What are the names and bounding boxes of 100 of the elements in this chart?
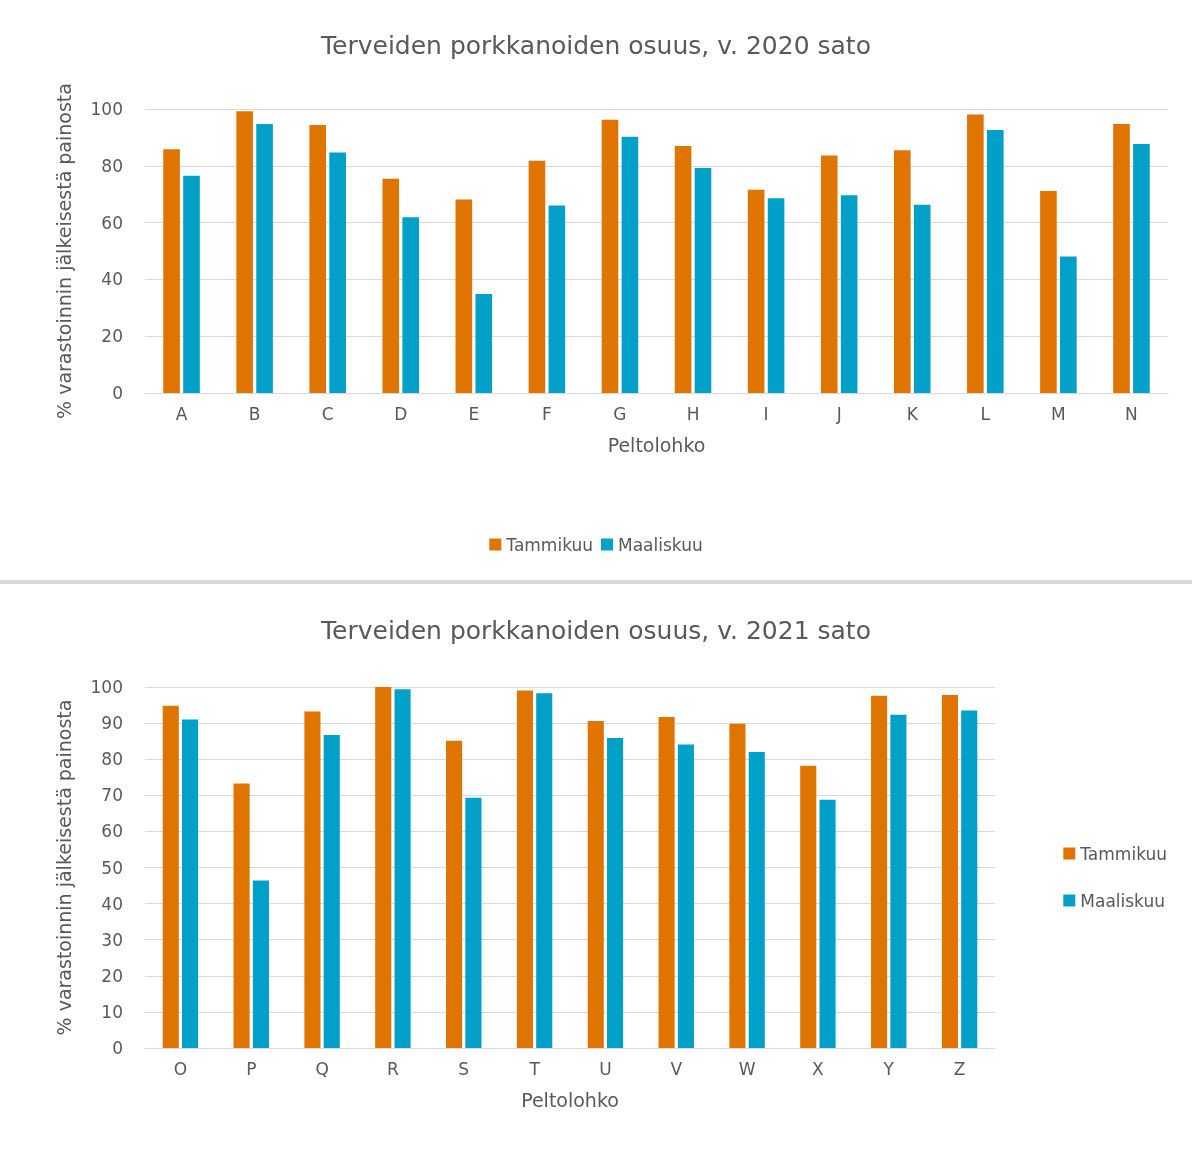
bar bbox=[516, 690, 533, 1048]
x-tick-label: X bbox=[812, 1058, 825, 1079]
x-axis-title: Peltolohko bbox=[521, 1088, 619, 1111]
legend-label: Tammikuu bbox=[1079, 843, 1167, 864]
bar bbox=[252, 880, 269, 1048]
bar bbox=[694, 168, 712, 393]
y-tick-label: 90 bbox=[101, 713, 123, 734]
bar bbox=[677, 744, 694, 1048]
bar bbox=[601, 119, 619, 393]
bar bbox=[528, 160, 546, 393]
x-tick-label: A bbox=[175, 403, 188, 424]
x-tick-label: K bbox=[906, 403, 919, 424]
bar bbox=[475, 293, 493, 393]
bar bbox=[893, 150, 911, 393]
bar bbox=[1133, 143, 1150, 393]
y-axis-title: % varastoinnin jälkeisestä painosta bbox=[52, 83, 75, 419]
y-tick-label: 0 bbox=[112, 1038, 123, 1058]
bar bbox=[986, 130, 1004, 393]
legend-label: Maaliskuu bbox=[618, 534, 703, 555]
y-tick-label: 60 bbox=[101, 821, 123, 842]
bar bbox=[767, 198, 785, 393]
x-tick-label: F bbox=[542, 403, 552, 424]
y-tick-label: 80 bbox=[101, 155, 123, 176]
bar bbox=[375, 687, 392, 1048]
bar bbox=[548, 205, 566, 393]
bar bbox=[162, 705, 179, 1048]
bar bbox=[309, 124, 327, 393]
bar bbox=[1113, 124, 1130, 393]
x-tick-label: S bbox=[458, 1058, 470, 1079]
bar bbox=[621, 136, 639, 393]
y-tick-label: 10 bbox=[101, 1001, 123, 1022]
x-tick-label: Z bbox=[953, 1058, 966, 1079]
bar bbox=[536, 693, 553, 1048]
x-tick-label: T bbox=[528, 1058, 541, 1079]
x-tick-label: J bbox=[835, 403, 842, 424]
x-tick-label: U bbox=[599, 1058, 612, 1079]
y-tick-label: 40 bbox=[101, 893, 123, 914]
x-tick-label: O bbox=[173, 1058, 188, 1079]
y-tick-label: 20 bbox=[101, 965, 123, 986]
bar bbox=[323, 735, 340, 1048]
bar bbox=[256, 124, 273, 393]
legend-label: Tammikuu bbox=[505, 534, 594, 555]
y-tick-label: 60 bbox=[101, 212, 123, 233]
bar bbox=[1040, 191, 1057, 393]
x-tick-label: Q bbox=[315, 1058, 329, 1079]
bar bbox=[819, 799, 836, 1048]
bar bbox=[329, 152, 346, 393]
x-tick-label: P bbox=[246, 1058, 257, 1079]
y-tick-label: 0 bbox=[112, 383, 123, 403]
y-tick-label: 100 bbox=[90, 99, 123, 119]
bar bbox=[748, 751, 765, 1048]
x-tick-label: L bbox=[980, 403, 991, 424]
y-tick-label: 50 bbox=[101, 857, 123, 878]
bar bbox=[465, 797, 482, 1048]
chart-title: Terveiden porkkanoiden osuus, v. 2020 sato bbox=[320, 31, 871, 60]
x-tick-label: N bbox=[1125, 403, 1138, 424]
y-tick-label: 100 bbox=[90, 677, 123, 697]
bar bbox=[890, 714, 907, 1048]
bar bbox=[183, 175, 200, 393]
y-axis-title: % varastoinnin jälkeisestä painosta bbox=[52, 699, 75, 1036]
y-tick-label: 30 bbox=[101, 929, 123, 950]
bar bbox=[729, 723, 746, 1048]
bar bbox=[382, 178, 400, 393]
bar bbox=[304, 711, 321, 1048]
bar bbox=[913, 204, 931, 393]
x-tick-label: B bbox=[248, 403, 261, 424]
x-tick-label: D bbox=[394, 403, 408, 424]
x-tick-label: M bbox=[1051, 403, 1066, 424]
bar bbox=[820, 155, 838, 393]
bar bbox=[941, 694, 958, 1048]
bar bbox=[446, 740, 463, 1048]
bar bbox=[402, 217, 420, 393]
bar bbox=[1060, 256, 1077, 393]
y-tick-label: 20 bbox=[101, 326, 123, 347]
x-tick-label: Y bbox=[882, 1058, 895, 1079]
bar bbox=[967, 114, 984, 393]
legend-label: Maaliskuu bbox=[1080, 890, 1165, 911]
bar bbox=[840, 195, 858, 393]
x-tick-label: W bbox=[738, 1058, 756, 1079]
x-tick-label: G bbox=[613, 403, 627, 424]
bar bbox=[607, 737, 624, 1048]
x-tick-label: R bbox=[387, 1058, 400, 1079]
bar bbox=[800, 765, 817, 1048]
bar bbox=[182, 719, 199, 1048]
x-tick-label: E bbox=[468, 403, 480, 424]
y-tick-label: 70 bbox=[101, 785, 123, 806]
bar bbox=[658, 716, 675, 1048]
x-axis-title: Peltolohko bbox=[607, 433, 706, 456]
bar bbox=[236, 111, 253, 393]
x-tick-label: H bbox=[686, 403, 700, 424]
bar bbox=[233, 783, 250, 1048]
y-tick-label: 40 bbox=[101, 269, 123, 290]
bar bbox=[455, 199, 473, 393]
x-tick-label: I bbox=[763, 403, 769, 424]
bar bbox=[674, 145, 692, 393]
bar bbox=[871, 695, 888, 1048]
bar bbox=[394, 689, 411, 1048]
bar bbox=[587, 720, 604, 1048]
bar bbox=[163, 149, 180, 393]
y-tick-label: 80 bbox=[101, 749, 123, 770]
